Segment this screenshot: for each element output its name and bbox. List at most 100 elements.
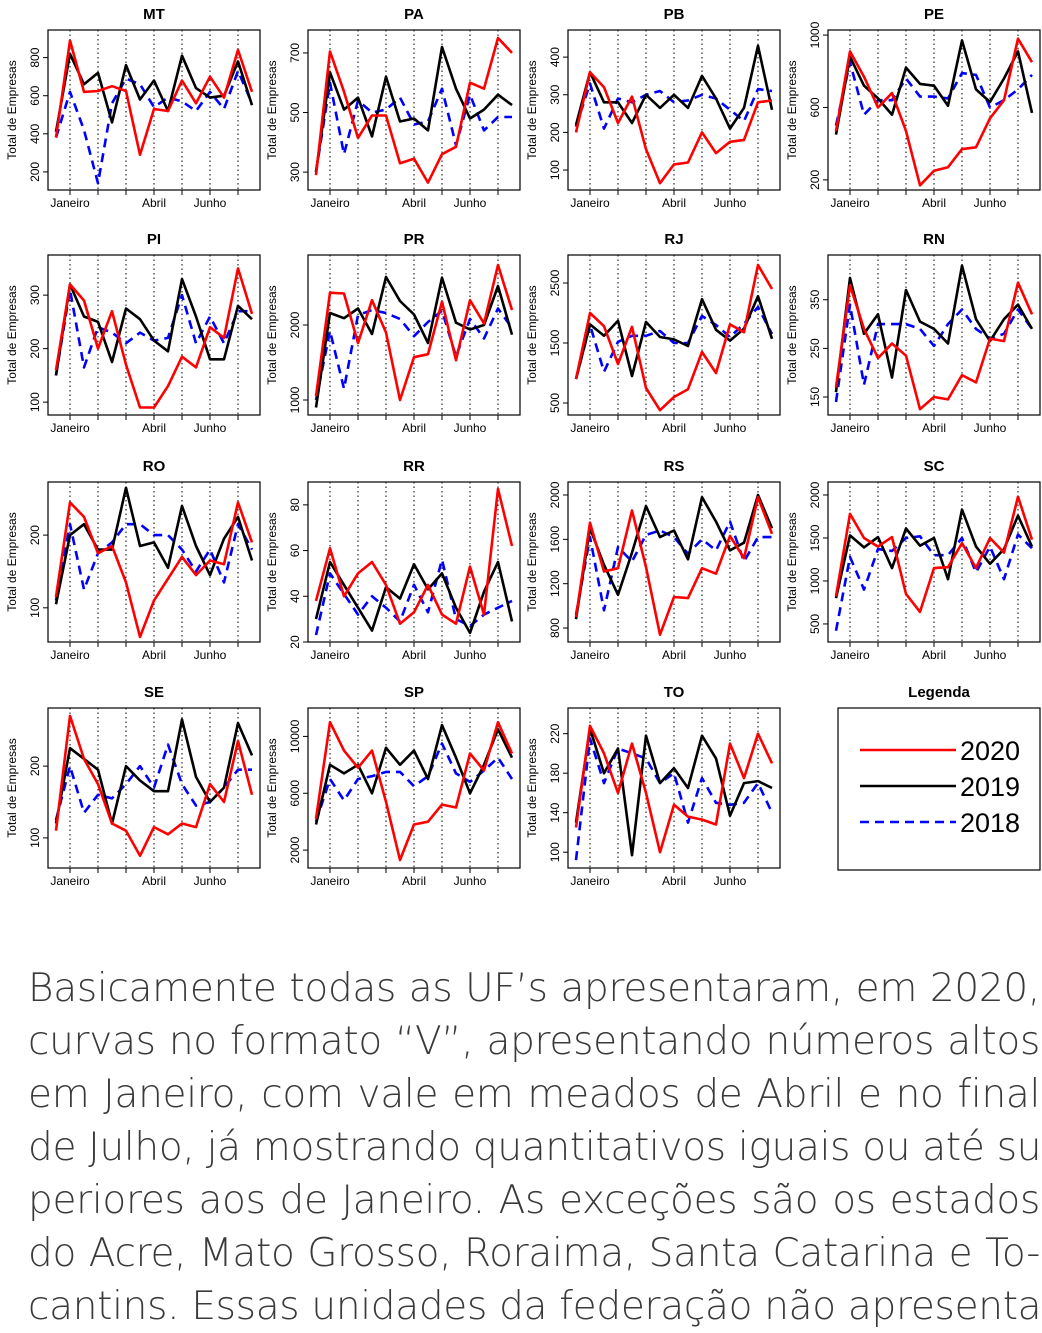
y-tick-label: 700 — [288, 43, 302, 63]
y-axis-label: Total de Empresas — [785, 285, 799, 384]
x-tick-label: Janeiro — [310, 648, 350, 662]
chart-title: PA — [404, 6, 424, 23]
y-tick-label: 40 — [288, 589, 302, 603]
y-tick-label: 200 — [28, 525, 42, 545]
x-tick-label: Janeiro — [310, 196, 350, 210]
x-tick-label: Junho — [454, 648, 487, 662]
plot-frame — [307, 29, 521, 191]
y-tick-label: 100 — [548, 160, 562, 180]
series-line — [834, 37, 1034, 187]
paragraph-line: curvas no formato “V”, apresentando núme… — [28, 1019, 1040, 1064]
y-axis-label: Total de Empresas — [5, 512, 19, 611]
series-line — [54, 743, 252, 821]
y-tick-label: 600 — [28, 85, 42, 105]
series-line — [314, 558, 513, 636]
x-tick-label: Janeiro — [830, 648, 870, 662]
chart-title: PE — [924, 6, 944, 23]
x-tick-label: Abril — [922, 421, 946, 435]
y-tick-label: 10000 — [288, 719, 302, 753]
series-line — [54, 52, 254, 133]
y-axis-label: Total de Empresas — [785, 512, 799, 611]
series-line — [314, 81, 512, 173]
series-line — [54, 501, 254, 639]
x-tick-label: Janeiro — [50, 196, 90, 210]
y-tick-label: 2500 — [548, 269, 562, 296]
paragraph-line: do Acre, Mato Grosso, Roraima, Santa Cat… — [28, 1231, 1040, 1276]
series-line — [574, 495, 774, 636]
chart-title: MT — [143, 6, 165, 23]
series-line — [574, 82, 773, 130]
x-tick-label: Abril — [142, 196, 166, 210]
y-tick-label: 60 — [288, 544, 302, 558]
series-line — [314, 487, 514, 625]
chart-title: PR — [404, 231, 425, 248]
y-tick-label: 100 — [28, 828, 42, 848]
series-line — [574, 737, 774, 861]
y-tick-label: 200 — [28, 338, 42, 358]
x-tick-label: Abril — [142, 421, 166, 435]
legend-title: Legenda — [908, 684, 970, 701]
series-line — [574, 263, 774, 412]
y-tick-label: 6000 — [288, 780, 302, 807]
chart-title: RS — [664, 458, 685, 475]
series-line — [314, 275, 514, 408]
x-tick-label: Janeiro — [50, 648, 90, 662]
x-tick-label: Junho — [974, 421, 1007, 435]
series-line — [574, 70, 773, 185]
y-axis-label: Total de Empresas — [525, 512, 539, 611]
y-tick-label: 1000 — [808, 21, 822, 48]
x-tick-label: Janeiro — [50, 421, 90, 435]
plot-frame — [827, 29, 1041, 191]
plot-frame — [307, 481, 521, 643]
x-tick-label: Junho — [714, 874, 747, 888]
y-tick-label: 250 — [808, 338, 822, 358]
chart-title: SC — [924, 458, 945, 475]
y-tick-label: 500 — [808, 614, 822, 634]
y-tick-label: 500 — [548, 393, 562, 413]
chart-title: RJ — [664, 231, 683, 248]
chart-title: TO — [664, 684, 685, 701]
x-tick-label: Janeiro — [570, 874, 610, 888]
y-axis-label: Total de Empresas — [265, 512, 279, 611]
y-tick-label: 1000 — [288, 386, 302, 413]
plot-frame — [827, 254, 1041, 416]
legend-label: 2020 — [960, 736, 1020, 766]
series-line — [314, 742, 514, 823]
plot-frame — [307, 707, 521, 869]
plot-frame — [567, 254, 781, 416]
y-tick-label: 1500 — [808, 524, 822, 551]
y-axis-label: Total de Empresas — [525, 738, 539, 837]
plot-frame — [47, 29, 261, 191]
series-line — [54, 718, 254, 825]
y-tick-label: 800 — [548, 618, 562, 638]
x-tick-label: Junho — [454, 874, 487, 888]
series-line — [834, 264, 1034, 393]
series-line — [574, 294, 774, 380]
y-tick-label: 1200 — [548, 570, 562, 597]
x-tick-label: Abril — [402, 874, 426, 888]
x-tick-label: Janeiro — [570, 648, 610, 662]
y-tick-label: 200 — [28, 756, 42, 776]
y-axis-label: Total de Empresas — [785, 60, 799, 159]
series-line — [834, 495, 1034, 614]
y-tick-label: 100 — [28, 597, 42, 617]
y-tick-label: 2000 — [548, 481, 562, 508]
y-tick-label: 80 — [288, 498, 302, 512]
y-tick-label: 1000 — [808, 567, 822, 594]
y-tick-label: 2000 — [288, 311, 302, 338]
x-tick-label: Abril — [402, 196, 426, 210]
chart-title: SE — [144, 684, 164, 701]
paragraph-line: em Janeiro, com vale em meados de Abril … — [28, 1072, 1040, 1117]
paragraph-line: periores aos de Janeiro. As exceções são… — [28, 1178, 1040, 1223]
y-tick-label: 1600 — [548, 526, 562, 553]
y-tick-label: 600 — [808, 97, 822, 117]
y-axis-label: Total de Empresas — [5, 738, 19, 837]
series-line — [314, 263, 514, 402]
x-tick-label: Janeiro — [570, 421, 610, 435]
paragraph-line: Basicamente todas as UF’s apresentaram, … — [28, 966, 1040, 1011]
series-line — [314, 36, 513, 184]
series-line — [314, 560, 514, 635]
series-line — [574, 493, 774, 620]
y-tick-label: 2000 — [288, 836, 302, 863]
y-tick-label: 100 — [548, 842, 562, 862]
